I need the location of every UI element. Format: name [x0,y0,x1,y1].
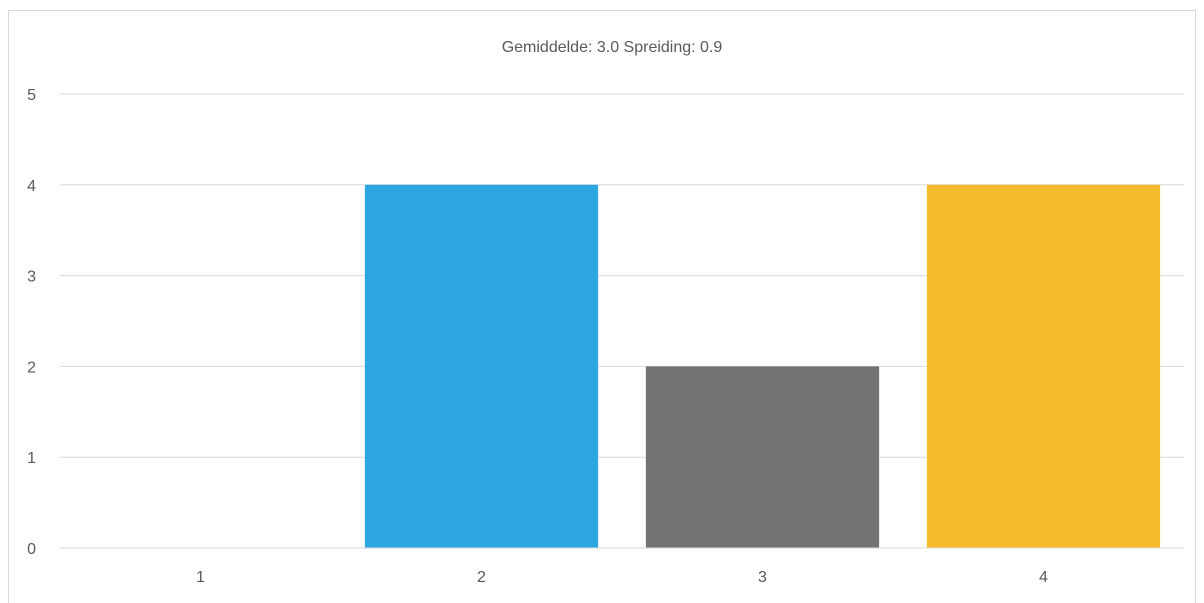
bar-3 [645,366,880,548]
y-tick-label: 4 [27,178,36,195]
y-tick-label: 3 [27,269,36,286]
y-tick-label: 1 [27,450,36,467]
y-tick-label: 2 [27,359,36,376]
axes: 0 1 2 3 4 5 1 2 3 4 [27,87,1184,586]
x-tick-label: 3 [758,569,767,586]
bar-2 [364,184,599,549]
x-tick-label: 1 [196,569,205,586]
y-tick-label: 0 [27,541,36,558]
y-tick-label: 5 [27,87,36,104]
x-tick-label: 4 [1039,569,1048,586]
chart-title: Gemiddelde: 3.0 Spreiding: 0.9 [502,39,723,56]
x-tick-label: 2 [477,569,486,586]
bar-4 [926,184,1161,549]
bars [364,184,1161,549]
